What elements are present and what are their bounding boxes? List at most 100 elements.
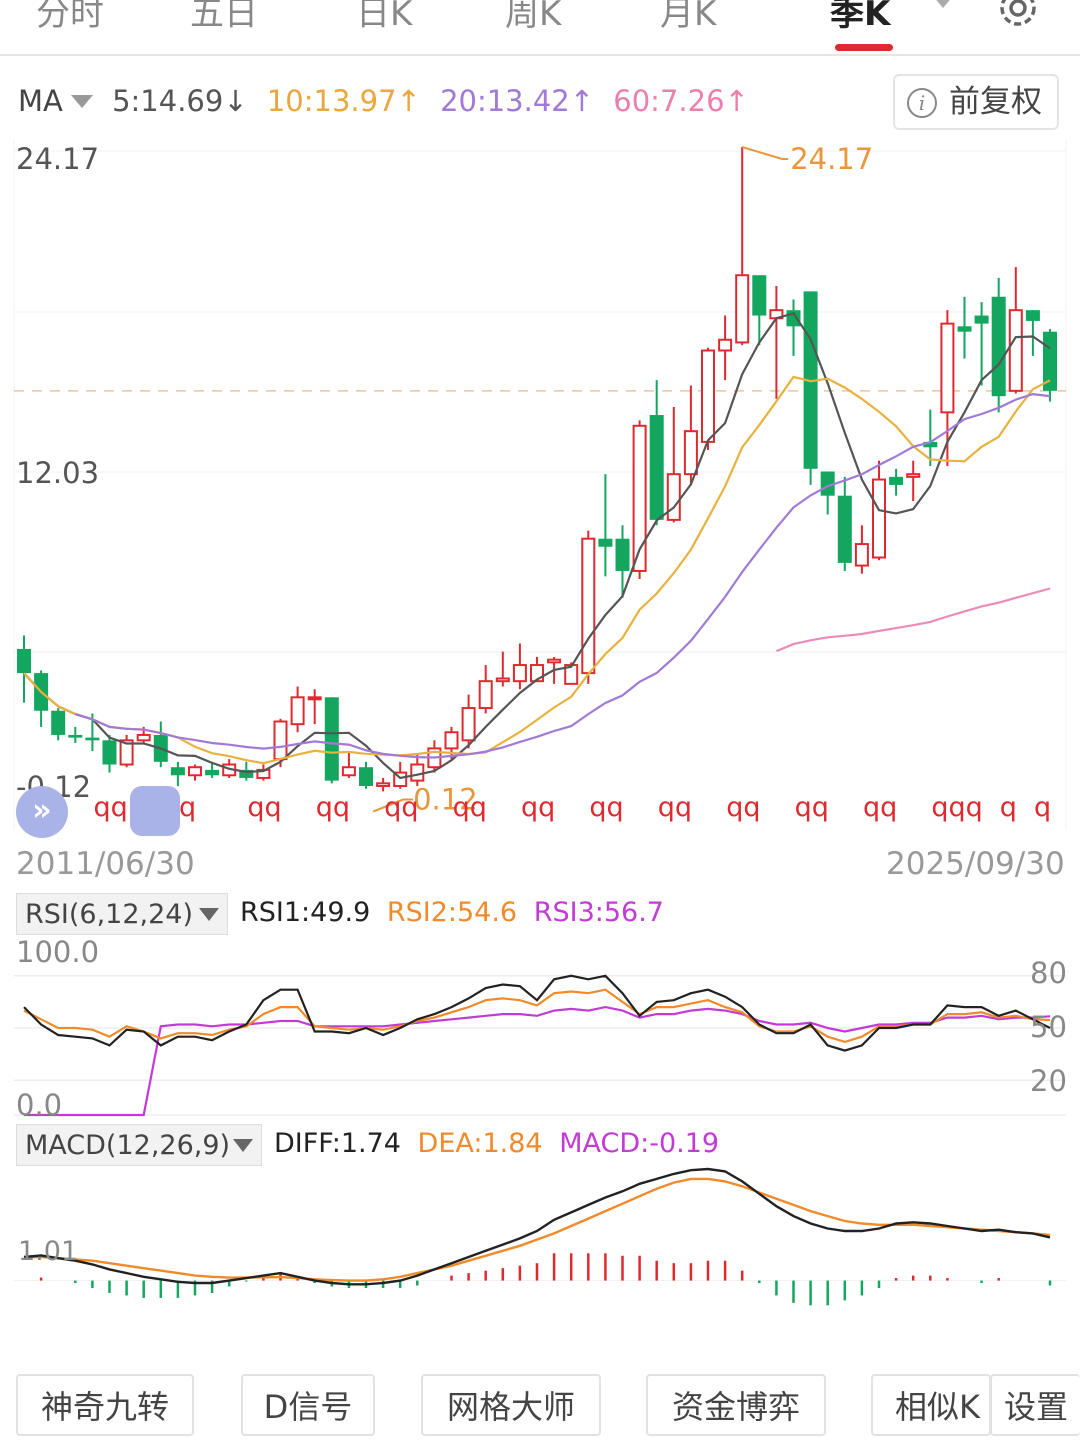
volume-marker: qq xyxy=(316,792,350,823)
candle-body xyxy=(1008,309,1023,392)
candle-body xyxy=(461,707,476,742)
candle-body xyxy=(170,767,185,776)
candle-body xyxy=(889,476,904,485)
rsi-axis-20: 20 xyxy=(1030,1064,1067,1098)
volume-marker: qq xyxy=(247,792,281,823)
date-end: 2025/09/30 xyxy=(886,846,1065,882)
candle-body xyxy=(1025,310,1040,321)
volume-marker: q xyxy=(966,792,983,823)
tab-weekly-k[interactable]: 周K xyxy=(505,0,562,34)
candlestick-chart[interactable]: 24.170.12qqqqqqqqqqqqqqqqqqqqqqqqqqqqq xyxy=(0,140,1080,840)
date-start: 2011/06/30 xyxy=(16,846,195,882)
macd-diff-value: DIFF:1.74 xyxy=(274,1128,401,1159)
candle-body xyxy=(666,473,681,521)
tab-intraday[interactable]: 分时 xyxy=(36,0,104,34)
rsi1-line xyxy=(23,974,1051,1052)
volume-marker: qq xyxy=(521,792,555,823)
fullscreen-button[interactable] xyxy=(130,786,180,836)
rsi1-value: RSI1:49.9 xyxy=(240,897,371,928)
price-axis-top: 24.17 xyxy=(16,142,100,176)
ma-dropdown-icon[interactable] xyxy=(70,94,93,108)
ma-label[interactable]: MA xyxy=(18,84,63,118)
info-icon: i xyxy=(907,88,937,118)
rsi-axis-bottom: 0.0 xyxy=(16,1088,63,1122)
volume-marker: qq xyxy=(94,792,128,823)
candle-body xyxy=(854,543,869,567)
candle-body xyxy=(188,766,202,777)
rsi2-value: RSI2:54.6 xyxy=(386,897,518,928)
fund-game-button[interactable]: 资金博弈 xyxy=(646,1374,826,1436)
candle-body xyxy=(906,473,921,478)
macd-dea-line xyxy=(24,1177,1051,1282)
settings-button[interactable]: 设置 xyxy=(990,1374,1080,1436)
candle-body xyxy=(273,720,288,761)
expand-panel-button[interactable]: » xyxy=(16,786,68,838)
magic-nine-button[interactable]: 神奇九转 xyxy=(16,1374,194,1436)
ma10-value: 10:13.97↑ xyxy=(266,84,421,118)
volume-marker: qq xyxy=(589,792,623,823)
candle-body xyxy=(239,769,254,778)
candle-body xyxy=(598,538,613,547)
candle-body xyxy=(444,731,459,750)
candle-body xyxy=(718,338,733,352)
more-periods-chevron-icon[interactable] xyxy=(933,0,953,8)
high-price-label: 24.17 xyxy=(790,142,873,176)
grid-master-button[interactable]: 网格大师 xyxy=(421,1374,601,1436)
candle-body xyxy=(632,424,647,572)
candle-body xyxy=(752,275,767,316)
macd-diff-line xyxy=(23,1167,1051,1286)
ma20-value: 20:13.42↑ xyxy=(440,84,595,118)
candle-body xyxy=(547,658,562,664)
rsi-selector[interactable]: RSI(6,12,24) xyxy=(16,893,228,935)
price-axis-mid: 12.03 xyxy=(16,456,100,490)
macd-hist-value: MACD:-0.19 xyxy=(559,1128,720,1159)
similar-k-button[interactable]: 相似K xyxy=(871,1374,991,1436)
volume-marker: qq xyxy=(863,792,897,823)
candle-body xyxy=(324,697,339,781)
candle-body xyxy=(341,766,356,777)
tab-monthly-k[interactable]: 月K xyxy=(660,0,717,34)
d-signal-button[interactable]: D信号 xyxy=(241,1374,375,1436)
candle-body xyxy=(974,315,989,324)
candle-body xyxy=(478,680,493,710)
ma5-value: 5:14.69↓ xyxy=(112,84,248,118)
rsi2-line xyxy=(23,988,1051,1044)
rsi-axis-top: 100.0 xyxy=(16,935,100,969)
candle-body xyxy=(410,763,425,782)
macd-dropdown-icon xyxy=(233,1139,253,1152)
candle-body xyxy=(307,696,322,701)
candle-body xyxy=(957,326,972,332)
adjust-label: 前复权 xyxy=(949,84,1042,120)
candle-body xyxy=(872,478,886,559)
candle-body xyxy=(495,677,510,683)
candle-body xyxy=(290,696,305,726)
volume-marker: qq xyxy=(453,792,487,823)
rsi-chart xyxy=(14,974,1066,1117)
rsi3-value: RSI3:56.7 xyxy=(533,897,664,928)
ma10-line xyxy=(23,375,1051,765)
ma60-line xyxy=(775,587,1051,653)
candle-body xyxy=(359,767,373,787)
candle-body xyxy=(701,349,715,443)
tab-quarterly-k[interactable]: 季K xyxy=(830,0,891,34)
active-tab-indicator xyxy=(835,44,893,51)
macd-selector[interactable]: MACD(12,26,9) xyxy=(16,1124,262,1166)
candle-body xyxy=(51,710,66,735)
volume-marker: qq xyxy=(658,792,692,823)
gear-icon[interactable] xyxy=(994,0,1042,32)
tab-daily-k[interactable]: 日K xyxy=(356,0,413,34)
macd-label: MACD(12,26,9) xyxy=(25,1130,231,1161)
adjust-button[interactable]: i 前复权 xyxy=(893,74,1059,130)
low-marker-line xyxy=(372,798,414,813)
candle-body xyxy=(17,648,31,674)
candle-body xyxy=(683,430,698,476)
low-price-label: 0.12 xyxy=(413,783,478,817)
rsi-dropdown-icon xyxy=(199,908,219,921)
candle-body xyxy=(940,322,955,414)
rsi3-line xyxy=(24,1005,1051,1117)
candle-body xyxy=(205,769,220,776)
tab-five-day[interactable]: 五日 xyxy=(190,0,258,34)
candle-body xyxy=(991,296,1006,397)
candle-body xyxy=(735,274,750,344)
ma60-value: 60:7.26↑ xyxy=(613,84,749,118)
